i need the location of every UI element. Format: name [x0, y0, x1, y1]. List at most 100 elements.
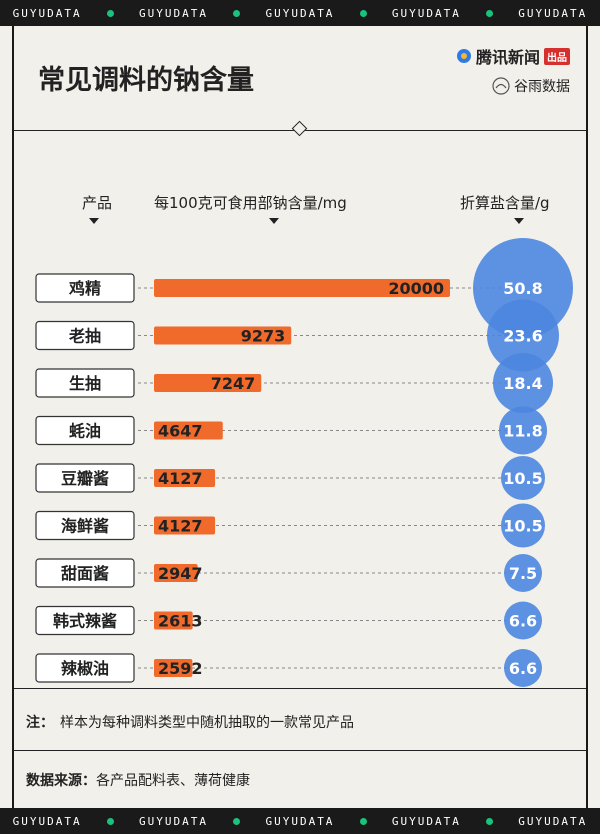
band-label: GUYUDATA — [518, 6, 588, 20]
note-text: 样本为每种调料类型中随机抽取的一款常见产品 — [60, 715, 354, 731]
sodium-value: 7247 — [211, 374, 256, 393]
band-dot — [106, 9, 114, 17]
chart-row: 韩式辣酱 2613 — [35, 605, 523, 636]
category-label: 甜面酱 — [61, 564, 109, 583]
salt-bubble — [501, 503, 545, 548]
salt-value: 7.5 — [509, 564, 537, 583]
category-label: 豆瓣酱 — [61, 469, 109, 488]
diamond-icon — [291, 120, 308, 137]
sodium-bar — [154, 469, 216, 487]
caret-down-icon — [89, 218, 99, 224]
band-label: GUYUDATA — [265, 6, 335, 20]
salt-bubble-group: 11.8 — [499, 406, 547, 455]
category-box — [35, 605, 135, 636]
salt-bubble-group: 10.5 — [501, 503, 545, 548]
guyu-logo-icon — [492, 77, 510, 95]
category-box — [35, 558, 135, 588]
salt-bubble-group: 6.6 — [504, 601, 542, 640]
sodium-value: 2613 — [158, 612, 203, 631]
category-box — [35, 320, 135, 351]
category-label: 蚝油 — [69, 422, 101, 441]
top-band: GUYUDATA GUYUDATA GUYUDATA GUYUDATA GUYU… — [0, 0, 600, 26]
category-box — [35, 510, 135, 541]
band-label: GUYUDATA — [518, 814, 588, 828]
salt-value: 50.8 — [503, 279, 542, 298]
sodium-bar — [154, 279, 450, 297]
chart-row: 蚝油 4647 — [35, 415, 523, 446]
bottom-band: GUYUDATA GUYUDATA GUYUDATA GUYUDATA GUYU… — [0, 808, 600, 834]
band-label: GUYUDATA — [265, 814, 335, 828]
band-label: GUYUDATA — [12, 814, 82, 828]
salt-value: 11.8 — [503, 422, 542, 441]
page-title: 常见调料的钠含量 — [38, 65, 254, 96]
band-label: GUYUDATA — [139, 6, 209, 20]
category-box — [35, 273, 135, 303]
chart-row: 海鲜酱 4127 — [35, 510, 523, 541]
band-dot — [359, 9, 367, 17]
band-dot — [233, 817, 241, 825]
salt-bubble-group: 7.5 — [504, 554, 542, 592]
caret-down-icon — [514, 218, 524, 224]
sodium-value: 4127 — [158, 517, 203, 536]
chart-row: 辣椒油 2592 — [35, 653, 523, 683]
salt-value: 6.6 — [509, 659, 537, 678]
salt-bubble — [501, 456, 545, 500]
band-label: GUYUDATA — [139, 814, 209, 828]
band-label: GUYUDATA — [391, 814, 461, 828]
band-dot — [233, 9, 241, 17]
sodium-bar — [154, 326, 292, 345]
brand-block: 腾讯新闻 出品 谷雨数据 — [456, 44, 570, 96]
publisher-name: 腾讯新闻 — [475, 48, 540, 67]
category-label: 辣椒油 — [61, 659, 109, 678]
category-label: 海鲜酱 — [61, 517, 109, 536]
salt-bubble — [504, 649, 542, 687]
salt-bubble-group: 18.4 — [493, 353, 553, 413]
band-label: GUYUDATA — [12, 6, 82, 20]
card: 常见调料的钠含量 腾讯新闻 出品 谷雨数据 产品 每100克可食用部钠含量/mg — [12, 26, 588, 808]
note-divider — [14, 688, 586, 689]
brand-partner: 谷雨数据 — [456, 76, 570, 96]
sodium-bar — [154, 611, 193, 630]
source-text: 各产品配料表、薄荷健康 — [96, 773, 250, 789]
salt-value: 23.6 — [503, 327, 542, 346]
category-label: 韩式辣酱 — [53, 612, 117, 631]
salt-value: 18.4 — [503, 374, 542, 393]
sodium-bar — [154, 421, 223, 440]
data-source: 数据来源：各产品配料表、薄荷健康 — [26, 770, 250, 790]
salt-bubble — [504, 601, 542, 640]
sodium-value: 4127 — [158, 469, 203, 488]
sodium-bar — [154, 374, 262, 392]
sodium-value: 9273 — [241, 327, 286, 346]
category-box — [35, 368, 135, 398]
band-dot — [486, 9, 494, 17]
chart: 产品 每100克可食用部钠含量/mg 折算盐含量/g 鸡精 20000 老抽 9273… — [35, 194, 573, 687]
category-label: 鸡精 — [68, 279, 101, 298]
chart-row: 鸡精 20000 — [35, 273, 523, 303]
header-salt-label: 折算盐含量/g — [460, 194, 550, 212]
caret-down-icon — [269, 218, 279, 224]
footnote: 注： 样本为每种调料类型中随机抽取的一款常见产品 — [26, 712, 354, 732]
source-label: 数据来源： — [26, 773, 96, 789]
header-product-label: 产品 — [82, 194, 112, 212]
category-box — [35, 415, 135, 446]
band-dot — [359, 817, 367, 825]
sodium-bar — [154, 659, 193, 677]
chart-row: 生抽 7247 — [35, 368, 523, 398]
category-box — [35, 653, 135, 683]
sodium-value: 2947 — [158, 564, 203, 583]
band-label: GUYUDATA — [391, 6, 461, 20]
category-label: 生抽 — [69, 374, 101, 393]
sodium-bar — [154, 564, 198, 582]
note-label: 注： — [26, 715, 54, 731]
category-label: 老抽 — [68, 327, 101, 346]
salt-bubble — [499, 406, 547, 455]
salt-bubble — [493, 353, 553, 413]
band-dot — [486, 817, 494, 825]
chart-row: 甜面酱 2947 — [35, 558, 523, 588]
sodium-bar — [154, 516, 216, 535]
brand-publisher: 腾讯新闻 出品 — [456, 44, 570, 68]
salt-bubble-group: 6.6 — [504, 649, 542, 687]
category-box — [35, 463, 135, 493]
salt-bubble — [504, 554, 542, 592]
